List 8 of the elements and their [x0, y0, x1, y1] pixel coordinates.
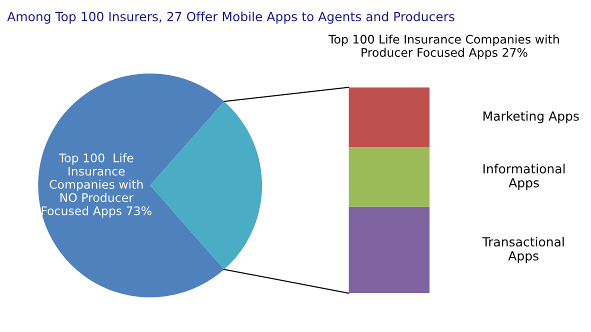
slice-label: Top 100 Life Insurance Companies with NO Producer Focused Apps 73%: [42, 153, 152, 218]
chart-title: Top 100 Life Insurance Companies with Producer Focused Apps 27%: [328, 34, 559, 60]
text: Transactional Apps: [482, 236, 564, 263]
pie-slice: [38, 73, 224, 298]
chart-title: Among Top 100 Insurers, 27 Offer Mobile Apps to Agents and Producers: [7, 12, 454, 24]
text: Informational Apps: [484, 164, 565, 190]
pie-slice: [150, 101, 262, 270]
text: Marketing Apps: [484, 111, 579, 124]
